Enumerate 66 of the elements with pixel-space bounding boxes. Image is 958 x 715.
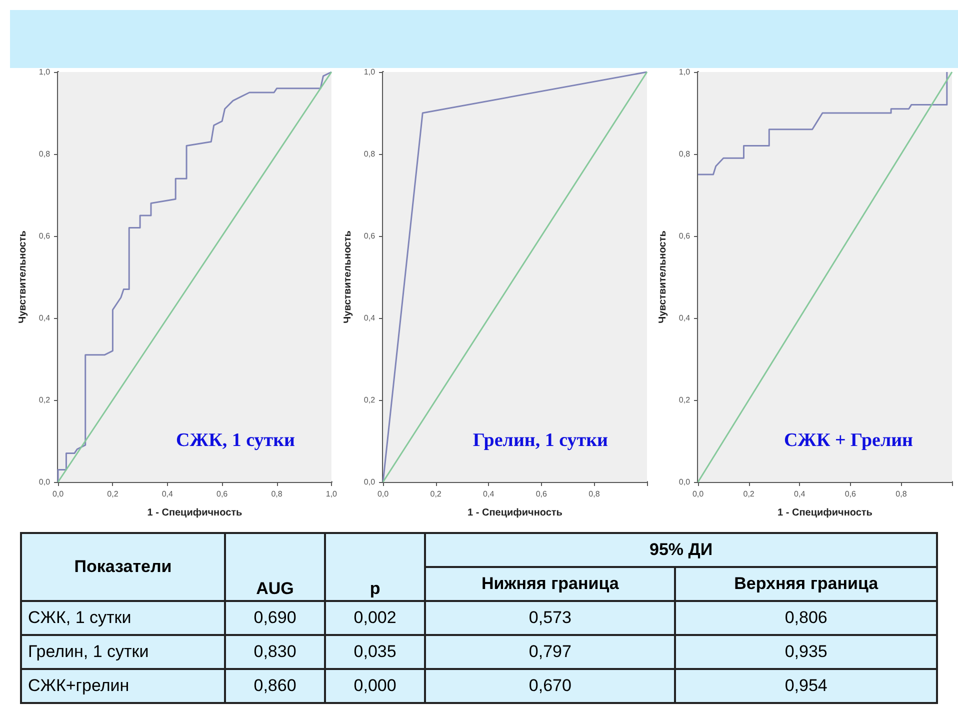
line-series: [697, 71, 948, 176]
y-tick-label: 0,8: [678, 150, 691, 158]
x-tick-label: 0,8: [271, 490, 283, 498]
text: Грелин, 1 сутки: [21, 635, 225, 669]
x-tick-label: 0,0: [377, 490, 390, 498]
text: 95% ДИ: [425, 533, 937, 567]
y-tick-label: 0,6: [38, 232, 51, 240]
y-tick-label: 1,0: [38, 68, 51, 76]
y-tick-label: 0,8: [364, 150, 376, 158]
y-tick-label: 0,0: [678, 478, 691, 486]
text: 0,002: [325, 601, 426, 635]
y-tick-label: 0,6: [678, 232, 691, 240]
y-tick-label: 0,2: [364, 396, 376, 404]
text: Нижняя граница: [425, 567, 676, 601]
line-series: [57, 71, 332, 483]
x-axis-title: 1 - Специфичность: [468, 508, 562, 518]
text: Показатели: [21, 533, 225, 601]
y-tick-label: 0,0: [364, 478, 376, 486]
y-tick-label: 0,8: [38, 150, 51, 158]
x-tick-label: 0,4: [483, 490, 495, 498]
y-tick-label: 1,0: [364, 68, 376, 76]
y-tick-label: 1,0: [678, 68, 691, 76]
y-tick-label: 0,2: [38, 396, 51, 404]
x-tick-label: 0,4: [794, 490, 806, 498]
text: СЖК+грелин: [21, 669, 225, 703]
x-tick-label: 0,4: [162, 490, 174, 498]
y-tick-label: 0,2: [678, 396, 691, 404]
text: AUG: [225, 533, 326, 601]
x-tick-label: 0,6: [844, 490, 857, 498]
x-tick-label: 0,6: [536, 490, 548, 498]
x-tick-label: 0,0: [52, 490, 64, 498]
x-tick-label: 0,2: [430, 490, 442, 498]
text: 0,935: [675, 635, 937, 669]
x-axis-title: 1 - Специфичность: [778, 508, 872, 518]
text: Верхняя граница: [675, 567, 937, 601]
y-axis-title: Чувствительность: [18, 230, 28, 324]
annotation: Грелин, 1 сутки: [472, 430, 608, 451]
text: 0,000: [325, 669, 426, 703]
text: 0,860: [225, 669, 326, 703]
y-tick-label: 0,4: [364, 314, 376, 322]
x-tick-label: 1,0: [326, 490, 338, 498]
y-axis-title: Чувствительность: [658, 230, 668, 324]
annotation: СЖК, 1 сутки: [176, 430, 296, 451]
x-tick-label: 0,2: [743, 490, 755, 498]
x-axis-title: 1 - Специфичность: [147, 508, 242, 518]
text: 0,954: [675, 669, 937, 703]
text: 0,670: [425, 669, 676, 703]
x-tick-label: 0,8: [588, 490, 600, 498]
x-tick-label: 0,8: [896, 490, 908, 498]
y-tick-label: 0,6: [364, 232, 376, 240]
text: 0,830: [225, 635, 326, 669]
text: 0,797: [425, 635, 676, 669]
x-tick-label: 0,2: [107, 490, 119, 498]
text: p: [325, 533, 426, 601]
y-axis-title: Чувствительность: [342, 230, 354, 324]
text: 0,573: [425, 601, 676, 635]
y-tick-label: 0,0: [38, 478, 51, 486]
y-tick-label: 0,4: [678, 314, 691, 322]
x-tick-label: 0,0: [692, 490, 704, 498]
text: 0,035: [325, 635, 426, 669]
text: СЖК, 1 сутки: [21, 601, 225, 635]
x-tick-label: 0,6: [216, 490, 228, 498]
annotation: СЖК + Грелин: [784, 430, 914, 451]
y-tick-label: 0,4: [38, 314, 51, 322]
text: 0,690: [225, 601, 326, 635]
text: 0,806: [675, 601, 937, 635]
